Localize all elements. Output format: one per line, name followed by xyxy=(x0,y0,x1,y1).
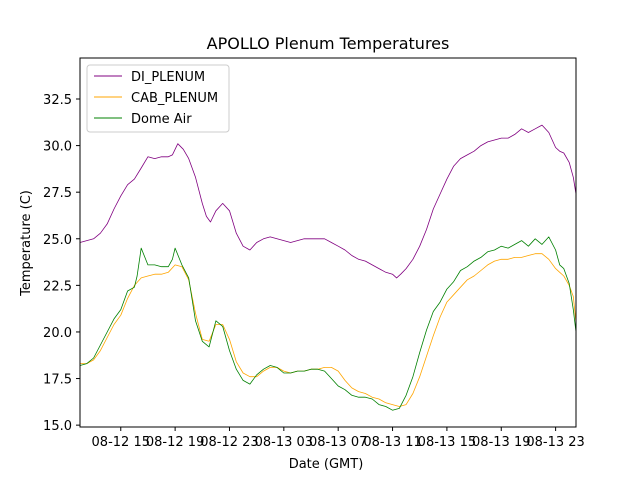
y-tick-label: 25.0 xyxy=(43,233,72,248)
legend-label-cab-plenum: CAB_PLENUM xyxy=(131,91,218,106)
x-tick-label: 08-13 03 xyxy=(255,435,313,450)
series-line-dome-air xyxy=(79,236,577,411)
x-axis-label: Date (GMT) xyxy=(289,457,364,472)
series-line-cab-plenum xyxy=(80,253,577,407)
x-tick-label: 08-13 15 xyxy=(418,435,476,450)
y-tick-label: 27.5 xyxy=(43,186,72,201)
y-tick-label: 15.0 xyxy=(43,419,72,434)
y-tick-label: 32.5 xyxy=(43,93,72,108)
y-axis-label: Temperature (C) xyxy=(19,190,34,297)
legend-label-dome-air: Dome Air xyxy=(131,112,192,127)
x-tick-label: 08-13 19 xyxy=(472,435,530,450)
y-axis-ticks: 15.0 17.5 20.0 22.5 25.0 27.5 30.0 32.5 xyxy=(43,93,80,434)
series-line-di-plenum xyxy=(79,124,577,279)
legend-label-di-plenum: DI_PLENUM xyxy=(131,70,205,85)
x-tick-label: 08-13 11 xyxy=(363,435,421,450)
chart-title: APOLLO Plenum Temperatures xyxy=(207,34,450,53)
x-tick-label: 08-12 19 xyxy=(146,435,204,450)
legend: DI_PLENUM CAB_PLENUM Dome Air xyxy=(86,64,230,133)
plot-frame xyxy=(79,57,577,428)
x-tick-label: 08-13 23 xyxy=(526,435,584,450)
y-tick-label: 17.5 xyxy=(43,373,72,388)
legend-box xyxy=(86,64,230,133)
y-tick-label: 30.0 xyxy=(43,140,72,155)
y-tick-label: 20.0 xyxy=(43,326,72,341)
y-tick-label: 22.5 xyxy=(43,279,72,294)
x-tick-label: 08-13 07 xyxy=(309,435,367,450)
plot-lines xyxy=(79,124,577,411)
x-tick-label: 08-12 23 xyxy=(200,435,258,450)
x-tick-label: 08-12 15 xyxy=(92,435,150,450)
